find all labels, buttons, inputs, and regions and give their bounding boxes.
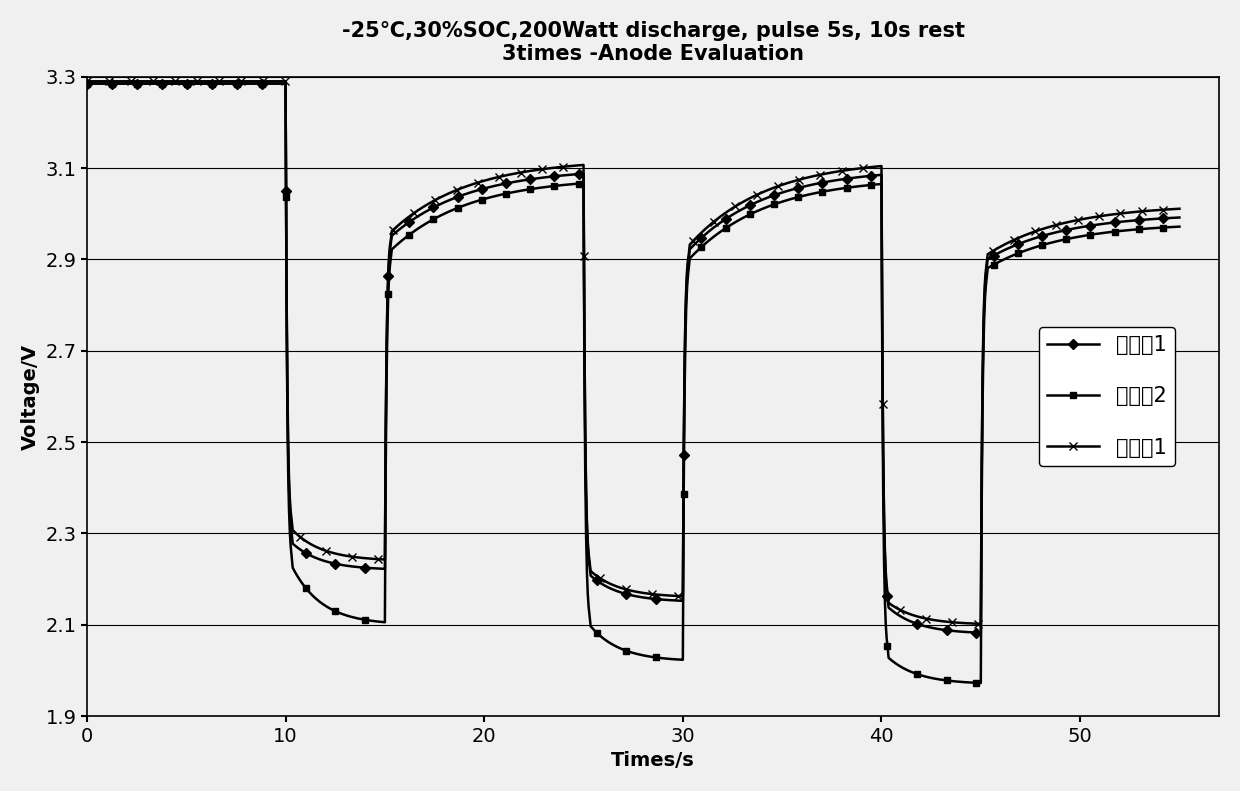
X-axis label: Times/s: Times/s <box>611 751 694 770</box>
实施例1 <box>1164 204 1179 214</box>
对比例2 <box>1172 222 1187 232</box>
对比例2 <box>1164 222 1179 232</box>
对比例1 <box>448 193 463 202</box>
对比例2 <box>543 182 558 191</box>
Legend: 对比例1, 对比例2, 实施例1: 对比例1, 对比例2, 实施例1 <box>1039 327 1174 466</box>
对比例1 <box>79 79 94 89</box>
对比例2 <box>1136 224 1151 233</box>
对比例2 <box>277 79 291 89</box>
Line: 对比例2: 对比例2 <box>83 80 1183 687</box>
对比例1 <box>277 79 291 89</box>
实施例1 <box>1136 206 1151 216</box>
实施例1 <box>448 186 463 195</box>
对比例1 <box>1172 213 1187 222</box>
Title: -25℃,30%SOC,200Watt discharge, pulse 5s, 10s rest
3times -Anode Evaluation: -25℃,30%SOC,200Watt discharge, pulse 5s,… <box>341 21 965 64</box>
实施例1 <box>153 77 167 86</box>
Line: 实施例1: 实施例1 <box>83 77 1184 628</box>
对比例2 <box>448 204 463 214</box>
实施例1 <box>79 77 94 86</box>
对比例2 <box>153 79 167 89</box>
对比例1 <box>973 628 988 638</box>
对比例1 <box>1164 213 1179 222</box>
对比例2 <box>79 79 94 89</box>
Line: 对比例1: 对比例1 <box>83 80 1183 636</box>
对比例2 <box>973 678 988 687</box>
实施例1 <box>1172 204 1187 214</box>
Y-axis label: Voltage/V: Voltage/V <box>21 343 40 449</box>
对比例1 <box>153 79 167 89</box>
对比例1 <box>1136 215 1151 225</box>
对比例1 <box>543 172 558 181</box>
实施例1 <box>543 164 558 173</box>
实施例1 <box>973 619 988 629</box>
实施例1 <box>277 77 291 86</box>
